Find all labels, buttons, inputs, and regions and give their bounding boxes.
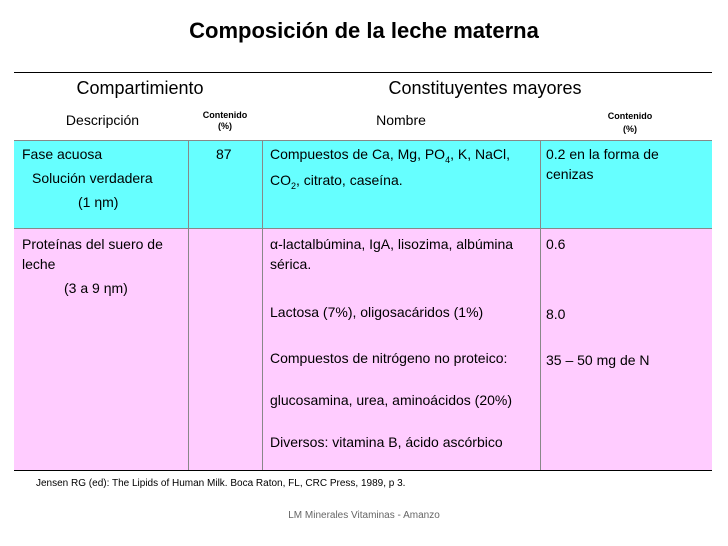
rule bbox=[14, 72, 712, 73]
cell: 0.6 bbox=[546, 236, 566, 252]
cell: (1 ηm) bbox=[78, 194, 119, 210]
rule bbox=[262, 140, 263, 470]
cell: (3 a 9 ηm) bbox=[64, 280, 128, 296]
cell: Proteínas del suero de leche bbox=[22, 236, 163, 272]
subheader: Descripción bbox=[65, 112, 140, 128]
cell: glucosamina, urea, aminoácidos (20%) bbox=[270, 392, 513, 408]
rule bbox=[14, 140, 712, 141]
subheader: (%) bbox=[218, 121, 232, 131]
cell: α-lactalbúmina, IgA, lisozima, albúmina … bbox=[270, 236, 514, 272]
title: Composición de la leche materna bbox=[189, 18, 539, 43]
rule bbox=[188, 140, 189, 470]
footer: LM Minerales Vitaminas - Amanzo bbox=[288, 510, 440, 521]
header: Constituyentes mayores bbox=[388, 78, 582, 98]
cell: Fase acuosa bbox=[22, 146, 103, 162]
rule bbox=[540, 140, 541, 470]
text: Compuestos de Ca, Mg, PO bbox=[270, 146, 446, 162]
subheader: (%) bbox=[623, 124, 637, 134]
subheader: Contenido bbox=[202, 110, 248, 120]
cell: 35 – 50 mg de N bbox=[546, 352, 650, 368]
subheader: Contenido (%) bbox=[590, 110, 670, 136]
cell: 0.2 en la forma de cenizas bbox=[546, 146, 659, 182]
subheader: Nombre bbox=[376, 112, 426, 128]
subheader: Contenido (%) bbox=[188, 110, 262, 132]
cell: Compuestos de Ca, Mg, PO4, K, NaCl, CO2,… bbox=[270, 144, 532, 196]
cell: 8.0 bbox=[546, 306, 566, 322]
cell: Compuestos de nitrógeno no proteico: bbox=[270, 350, 508, 366]
cell: Solución verdadera bbox=[32, 170, 153, 186]
text: , K, NaCl, CO bbox=[270, 146, 510, 188]
subscript: 2 bbox=[291, 180, 297, 191]
header: Compartimiento bbox=[76, 78, 204, 98]
text: , citrato, caseína. bbox=[296, 171, 403, 188]
footnote: Jensen RG (ed): The Lipids of Human Milk… bbox=[36, 478, 406, 489]
cell: Diversos: vitamina B, ácido ascórbico bbox=[270, 434, 503, 450]
row-bg bbox=[14, 140, 712, 228]
rule bbox=[14, 228, 712, 229]
row-bg bbox=[14, 228, 712, 470]
cell: 87 bbox=[216, 146, 232, 162]
subheader: Contenido bbox=[607, 111, 653, 121]
subscript: 4 bbox=[445, 154, 451, 165]
rule bbox=[14, 470, 712, 471]
cell: Lactosa (7%), oligosacáridos (1%) bbox=[270, 304, 484, 320]
